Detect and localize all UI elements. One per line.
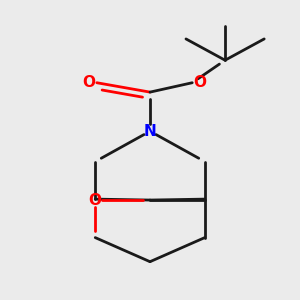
- Text: O: O: [89, 193, 102, 208]
- Text: O: O: [82, 75, 95, 90]
- Text: O: O: [194, 75, 207, 90]
- Text: N: N: [144, 124, 156, 139]
